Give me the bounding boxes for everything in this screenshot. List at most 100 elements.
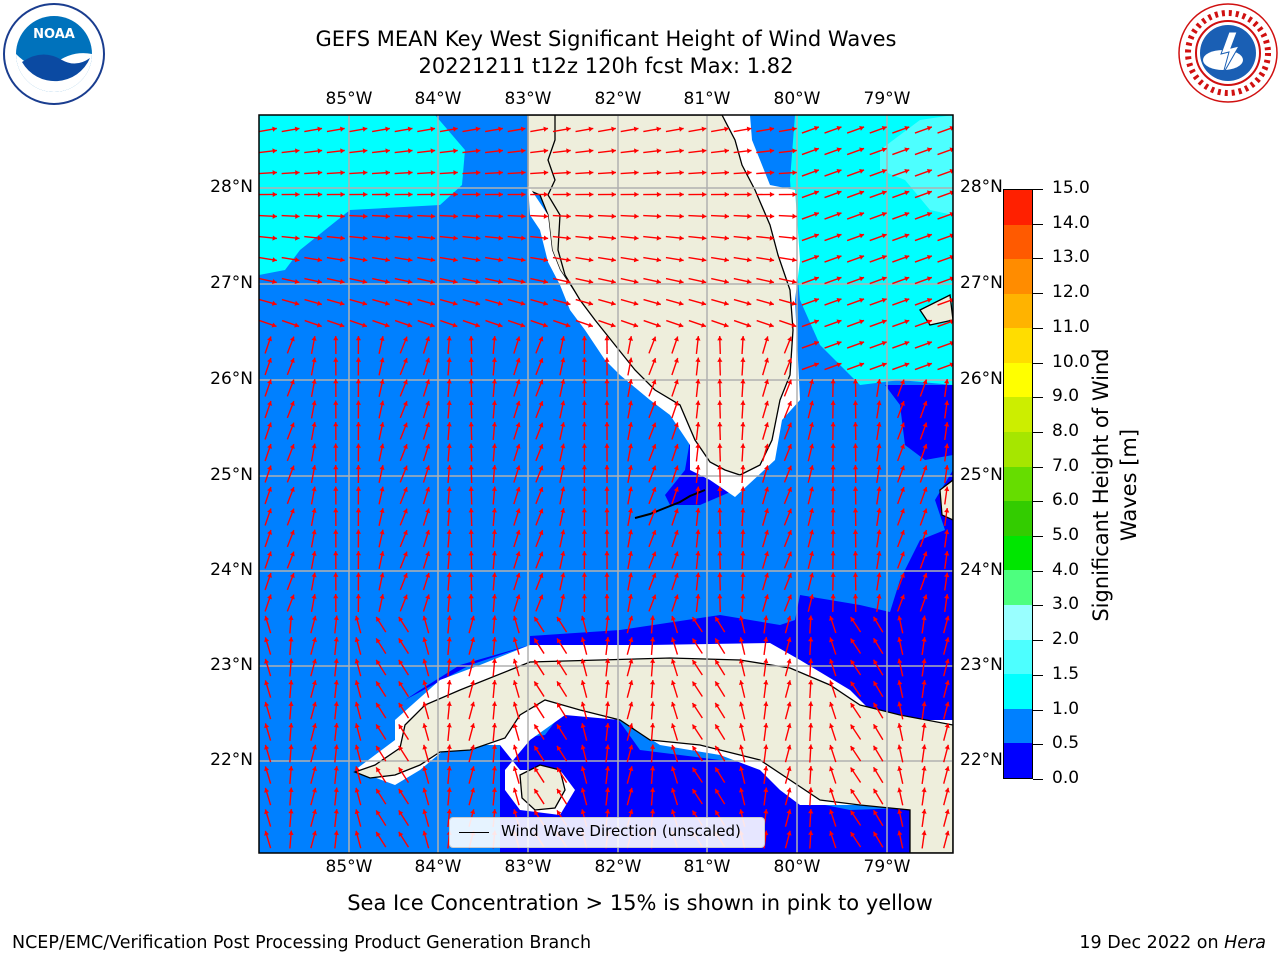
wind-wave-arrow-head (402, 465, 408, 471)
wind-wave-arrow-head (512, 637, 518, 643)
wind-wave-arrow-head (289, 530, 295, 536)
wind-wave-arrow-head (808, 637, 814, 642)
wind-wave-arrow-head (852, 486, 859, 491)
wind-wave-arrow-head (402, 358, 408, 364)
wind-wave-arrow-head (633, 148, 639, 154)
lat-label-left-24n: 24°N (210, 560, 253, 580)
lat-label-right-23n: 23°N (960, 655, 1003, 675)
wind-wave-arrow-head (565, 279, 571, 285)
wind-wave-arrow-head (859, 362, 865, 368)
wind-wave-arrow-head (560, 443, 566, 449)
wind-wave-arrow-head (769, 235, 775, 241)
wind-wave-arrow-head (809, 422, 815, 428)
wind-wave-arrow-head (649, 658, 656, 663)
wind-wave-arrow-head (402, 422, 408, 428)
wind-wave-arrow-head (692, 788, 697, 794)
wind-wave-arrow-head (787, 336, 792, 342)
wind-wave-arrow-head (264, 680, 270, 686)
colorbar-segment (1004, 708, 1032, 744)
wind-wave-arrow-head (425, 486, 431, 492)
wind-wave-arrow-head (402, 401, 408, 407)
wind-wave-arrow-head (764, 422, 770, 428)
wind-wave-arrow-head (873, 702, 878, 708)
wind-wave-arrow-head (379, 572, 385, 578)
wind-wave-arrow-head (491, 744, 498, 750)
wind-wave-arrow-head (430, 235, 436, 241)
wind-wave-arrow-head (339, 279, 345, 285)
wind-wave-arrow-head (333, 379, 339, 384)
wind-wave-arrow-head (340, 170, 345, 176)
wind-wave-arrow-head (422, 766, 428, 772)
wind-wave-arrow-head (317, 213, 323, 219)
colorbar-segment (1004, 570, 1032, 606)
sea-ice-note: Sea Ice Concentration > 15% is shown in … (347, 891, 933, 915)
wind-wave-arrow-head (311, 787, 317, 793)
wind-wave-arrow-head (813, 276, 819, 282)
wind-wave-arrow-head (588, 322, 593, 328)
wind-wave-arrow-head (763, 744, 769, 750)
colorbar-tick-label: 7.0 (1052, 455, 1080, 476)
wind-wave-arrow-head (627, 336, 634, 341)
wind-wave-arrow-head (264, 830, 270, 836)
colorbar-segment (1004, 362, 1032, 398)
wind-wave-arrow-head (446, 787, 452, 793)
wind-wave-arrow-head (715, 659, 720, 665)
wind-wave-arrow-head (604, 443, 610, 448)
wind-wave-arrow-head (904, 125, 910, 131)
wind-wave-arrow-head (809, 572, 815, 578)
wind-wave-arrow-head (717, 400, 723, 405)
wind-wave-arrow-head (354, 787, 360, 793)
wind-wave-arrow-head (311, 508, 317, 513)
colorbar-segment (1004, 466, 1032, 502)
wind-wave-arrow-head (746, 148, 752, 154)
wind-wave-arrow-head (294, 257, 300, 263)
wind-wave-arrow-head (921, 744, 927, 750)
wind-wave-arrow-head (468, 379, 474, 384)
wind-wave-arrow-head (379, 529, 385, 535)
wind-wave-arrow-head (560, 572, 566, 578)
wind-wave-arrow-head (288, 658, 294, 664)
wind-wave-arrow-head (520, 322, 526, 328)
wind-wave-arrow-head (498, 257, 503, 263)
wind-wave-arrow-head (792, 257, 797, 263)
wind-wave-arrow-head (944, 465, 950, 470)
wind-wave-arrow-head (627, 572, 634, 578)
colorbar-tick (1033, 189, 1043, 190)
wind-wave-arrow-head (534, 810, 539, 816)
wind-wave-arrow-head (446, 422, 452, 427)
wind-wave-arrow-head (740, 551, 746, 556)
wind-wave-arrow-head (649, 766, 656, 771)
wind-wave-arrow-head (649, 723, 656, 728)
wind-wave-arrow-head (491, 400, 497, 406)
wind-wave-arrow-head (808, 744, 814, 749)
wind-wave-arrow-head (354, 809, 360, 815)
wind-wave-arrow-head (379, 551, 385, 556)
wind-wave-arrow-head (557, 638, 562, 644)
wind-wave-arrow-head (515, 379, 521, 385)
wind-wave-arrow-head (295, 213, 300, 219)
wind-wave-arrow-head (740, 508, 746, 513)
wind-wave-arrow-head (949, 190, 953, 196)
wind-wave-arrow-head (944, 637, 950, 643)
wind-wave-arrow-head (446, 594, 452, 599)
wind-wave-arrow-head (695, 379, 701, 384)
wind-wave-arrow-head (628, 787, 634, 793)
wind-wave-arrow-head (651, 401, 657, 407)
wind-wave-arrow-head (792, 213, 797, 219)
wind-wave-arrow-head (446, 615, 452, 621)
wind-wave-arrow-head (876, 508, 882, 513)
wind-wave-arrow-head (764, 357, 770, 363)
wind-wave-arrow-head (655, 322, 661, 328)
wind-wave-arrow-head (787, 573, 792, 579)
wind-wave-arrow-head (611, 235, 616, 241)
wind-wave-arrow-head (588, 279, 594, 285)
wind-wave-arrow-head (355, 465, 362, 470)
wind-wave-arrow-head (267, 379, 272, 385)
wind-wave-arrow-head (534, 638, 539, 644)
lat-label-right-22n: 22°N (960, 750, 1003, 770)
wind-wave-arrow-head (295, 235, 300, 241)
wind-wave-arrow-head (808, 809, 814, 814)
wind-wave-arrow-head (408, 213, 413, 219)
wind-wave-arrow-head (897, 615, 903, 621)
wind-wave-arrow-head (695, 422, 701, 427)
